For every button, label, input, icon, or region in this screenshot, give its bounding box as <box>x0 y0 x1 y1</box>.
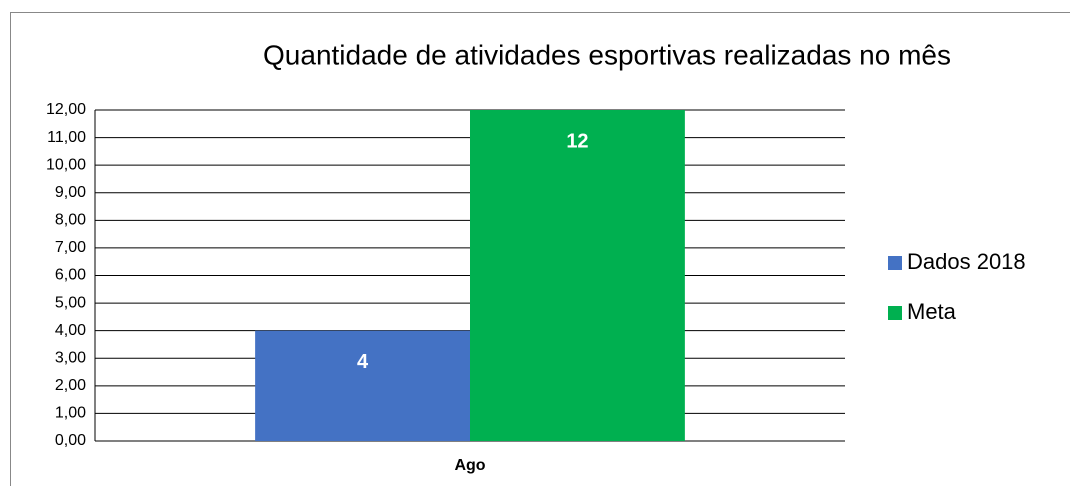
bar <box>255 330 470 441</box>
chart-title: Quantidade de atividades esportivas real… <box>263 39 951 70</box>
legend-label: Meta <box>907 299 957 324</box>
legend-swatch <box>888 256 902 270</box>
y-tick-label: 3,00 <box>55 349 86 366</box>
y-tick-label: 12,00 <box>46 101 86 118</box>
legend-label: Dados 2018 <box>907 249 1026 274</box>
value-label: 12 <box>566 130 588 152</box>
x-tick-label: Ago <box>454 457 485 474</box>
value-label: 4 <box>357 351 369 373</box>
y-tick-label: 2,00 <box>55 377 86 394</box>
y-tick-label: 11,00 <box>47 129 86 146</box>
y-tick-label: 1,00 <box>55 405 86 422</box>
legend-swatch <box>888 306 902 320</box>
bar <box>470 110 685 441</box>
y-tick-label: 0,00 <box>55 432 86 449</box>
y-tick-label: 10,00 <box>46 156 86 173</box>
y-tick-label: 6,00 <box>55 267 86 284</box>
y-tick-label: 8,00 <box>55 212 86 229</box>
y-tick-label: 5,00 <box>55 294 86 311</box>
y-tick-label: 7,00 <box>55 239 86 256</box>
y-tick-label: 9,00 <box>55 184 86 201</box>
y-tick-label: 4,00 <box>55 322 86 339</box>
